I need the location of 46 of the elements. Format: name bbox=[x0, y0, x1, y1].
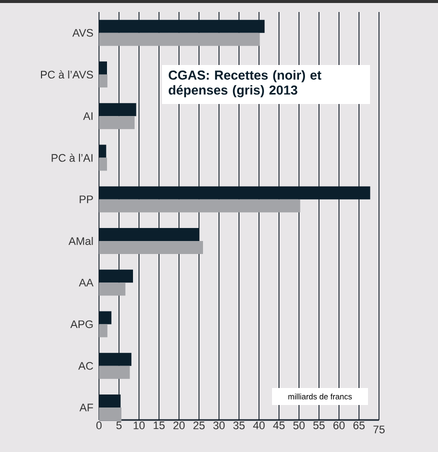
bar bbox=[99, 394, 121, 408]
x-tick-label: 10 bbox=[134, 422, 145, 430]
x-tick-label: 65 bbox=[353, 422, 365, 430]
bar bbox=[99, 311, 112, 324]
bar bbox=[99, 74, 108, 88]
bar bbox=[99, 20, 265, 33]
bar bbox=[99, 324, 108, 338]
y-tick-label: APG bbox=[70, 320, 93, 328]
bar bbox=[99, 186, 370, 200]
y-tick-label: PC à l’AVS bbox=[40, 70, 93, 79]
text: CGAS: Recettes (noir) et dépenses (gris) 2013 bbox=[168, 70, 322, 98]
x-tick-label: 45 bbox=[273, 422, 285, 430]
bar bbox=[99, 408, 122, 421]
bar bbox=[99, 144, 106, 158]
x-tick-label: 30 bbox=[213, 422, 225, 430]
bar bbox=[99, 270, 133, 283]
x-tick-label: 20 bbox=[173, 422, 185, 430]
y-tick-label: AF bbox=[79, 404, 94, 412]
y-tick-label: PP bbox=[80, 196, 93, 204]
x-tick-label: 35 bbox=[233, 422, 245, 430]
y-tick-label: AMal bbox=[68, 236, 93, 246]
bar bbox=[99, 32, 260, 46]
y-tick-label: PC à l’AI bbox=[52, 154, 92, 162]
x-tick-label: 25 bbox=[193, 422, 205, 430]
bar bbox=[99, 158, 107, 171]
y-tick-label: AC bbox=[78, 362, 94, 370]
x-tick-label: 55 bbox=[313, 422, 325, 430]
x-tick-label: 60 bbox=[333, 422, 345, 430]
y-tick-label: AVS bbox=[72, 28, 93, 37]
x-tick-label: 50 bbox=[293, 422, 305, 430]
bar bbox=[99, 366, 130, 379]
bar bbox=[99, 228, 199, 241]
text: 75 bbox=[373, 426, 385, 434]
bar bbox=[99, 352, 132, 366]
bar bbox=[99, 103, 136, 116]
bar bbox=[99, 116, 135, 130]
bar bbox=[99, 282, 126, 296]
x-tick-label: 5 bbox=[116, 422, 122, 430]
x-tick-label: 15 bbox=[154, 422, 165, 430]
bar bbox=[99, 199, 300, 212]
bar bbox=[99, 240, 203, 254]
x-tick-label: 40 bbox=[253, 422, 265, 430]
y-tick-label: AA bbox=[78, 278, 94, 286]
y-tick-label: AI bbox=[83, 112, 92, 120]
bar bbox=[99, 61, 107, 74]
x-tick-label: 0 bbox=[96, 422, 102, 430]
